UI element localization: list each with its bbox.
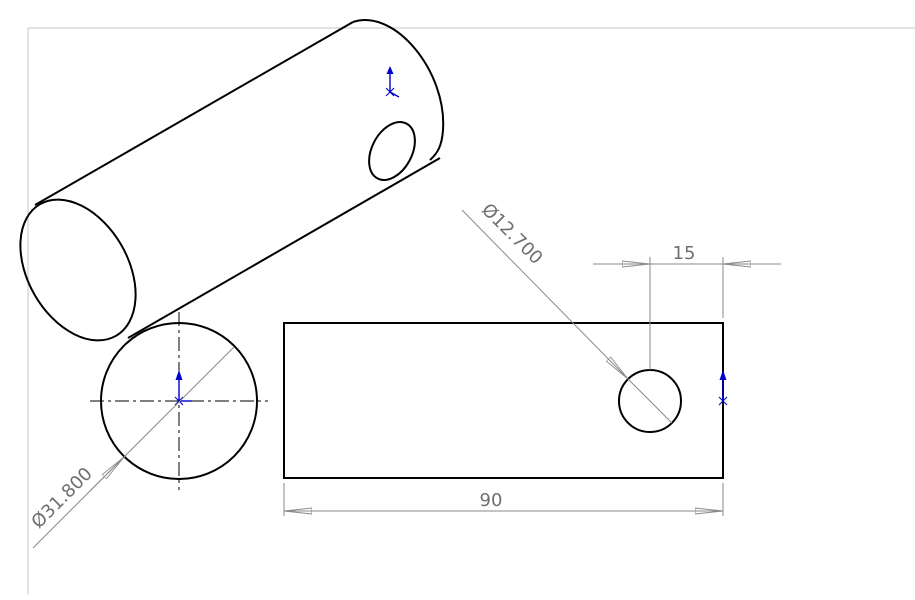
cross-hole-iso <box>368 121 416 181</box>
diameter-label-side: Ø31.800 <box>27 463 96 532</box>
dimension-arrowhead <box>89 456 125 492</box>
dimension-leader <box>461 209 629 380</box>
origin-triad-icon <box>718 370 728 406</box>
sheet-border <box>27 27 915 595</box>
origin-triad-icon <box>174 370 192 406</box>
cylinder-back-edge <box>352 19 445 161</box>
rod-outline-rect <box>283 322 724 479</box>
length-label: 90 <box>480 490 503 511</box>
cylinder-top-silhouette <box>34 21 354 206</box>
diameter-label-hole: Ø12.700 <box>477 199 546 268</box>
origin-triad-icon <box>385 66 400 98</box>
diameter-dimension-side[interactable]: Ø31.800 <box>27 346 235 549</box>
diameter-dimension-hole[interactable]: Ø12.700 <box>461 199 673 424</box>
dimension-leader <box>627 378 673 424</box>
dimension-leader <box>32 346 235 549</box>
offset-label: 15 <box>673 243 696 264</box>
cylinder-front-face <box>19 198 137 342</box>
cylinder-bottom-silhouette <box>127 157 441 339</box>
length-dimension[interactable]: 90 <box>283 483 724 516</box>
isometric-view[interactable] <box>0 19 445 361</box>
offset-dimension[interactable]: 15 <box>593 243 781 370</box>
side-view[interactable]: Ø31.800 <box>27 312 268 549</box>
front-view[interactable]: Ø12.700 15 90 <box>283 199 781 516</box>
